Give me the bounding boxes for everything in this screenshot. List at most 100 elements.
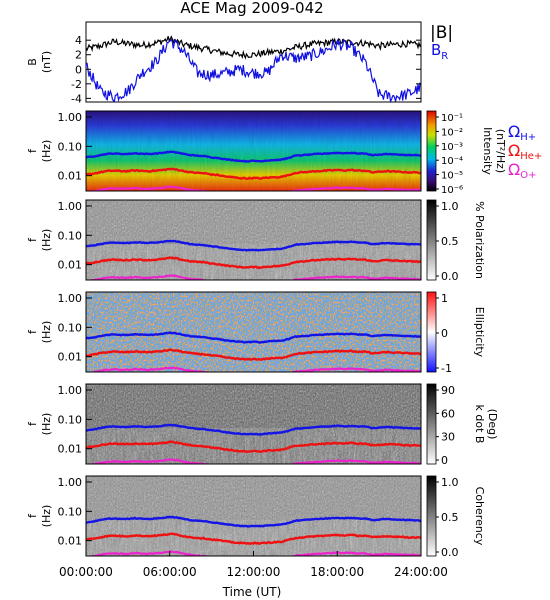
f-tick-label: 1.00 — [58, 200, 83, 213]
f-tick-label: 0.01 — [58, 351, 83, 364]
x-axis: 00:00:00 06:00:00 12:00:00 18:00:00 24:00:00 — [59, 551, 448, 579]
panel-ellipticity-image — [86, 292, 421, 372]
figure-title: ACE Mag 2009-042 — [180, 0, 323, 17]
f-yunit: (Hz) — [40, 229, 53, 252]
panel-ellipticity: 1.00 0.10 0.01 f (Hz) 1 0 -1 Ellipticity — [26, 291, 486, 375]
colorbar-tick-label: 90 — [441, 384, 455, 397]
legend-omega-he-sym: Ω — [508, 141, 520, 160]
legend-omega-h-sub: H+ — [520, 132, 536, 143]
f-yunit: (Hz) — [40, 140, 53, 163]
curve-omega-he — [86, 440, 421, 454]
colorbar-tick-label: 10⁻⁶ — [441, 185, 463, 196]
curve-omega-o — [86, 274, 421, 280]
b-ylabel: B — [26, 58, 39, 66]
curve-omega-h — [86, 423, 421, 436]
colorbar — [426, 110, 437, 192]
colorbar-tick-label: -1 — [441, 362, 452, 375]
f-yunit: (Hz) — [40, 505, 53, 528]
b-y-tick-label: 4 — [75, 34, 82, 47]
panel-frame — [85, 199, 422, 281]
panel-polarization-image — [86, 200, 421, 280]
colorbar-title: Ellipticity — [473, 307, 486, 358]
panel-k_dot_B-image — [86, 384, 421, 464]
colorbar-tick-label: 10⁻¹ — [441, 113, 463, 124]
colorbar-tick-label: 10⁻⁴ — [441, 156, 463, 167]
f-tick-label: 0.01 — [58, 443, 83, 456]
colorbar-tick-label: 1.0 — [441, 200, 459, 213]
series-b-magnitude-line — [85, 35, 422, 60]
b-y-tick-label: 0 — [75, 63, 82, 76]
colorbar-tick-label: 0.5 — [441, 511, 459, 524]
legend-b-radial-main: B — [431, 41, 441, 59]
colorbar-tick-label: 0.5 — [441, 235, 459, 248]
legend-omega-h-sym: Ω — [508, 122, 520, 141]
panel-polarization: 1.00 0.10 0.01 f (Hz) 1.0 0.5 0.0 % Polarization — [26, 199, 486, 283]
legend-omega-o-sub: O+ — [520, 170, 536, 181]
f-tick-label: 1.00 — [58, 292, 83, 305]
b-y-ticks: 4 20 -2-4 — [71, 34, 421, 105]
x-tick-label: 12:00:00 — [227, 565, 281, 579]
colorbar-tick-label: 0.0 — [441, 546, 459, 559]
f-tick-label: 1.00 — [58, 111, 83, 124]
curve-omega-h — [86, 239, 421, 252]
b-y-tick-label: 2 — [75, 49, 82, 62]
panel-b-field: 420-2-4 B (nT) |B| BR — [26, 21, 453, 105]
curve-omega-o — [86, 185, 421, 191]
legend-omega-o-sym: Ω — [508, 160, 520, 179]
series-b-radial-line — [85, 38, 422, 104]
curve-omega-h — [86, 150, 421, 163]
legend-omega-h: ΩH+ — [508, 122, 536, 143]
colorbar-unit: (nT²/Hz) — [494, 129, 507, 173]
gyrofrequency-legend: ΩH+ ΩHe+ ΩO+ — [508, 122, 542, 181]
curve-omega-o — [86, 366, 421, 372]
colorbar-tick-label: 0.0 — [441, 270, 459, 283]
legend-b-magnitude: |B| — [430, 23, 453, 43]
f-tick-label: 0.10 — [58, 229, 83, 242]
panel-spectrum: 1.00 0.10 0.01 f (Hz) 10⁻¹ 10⁻² 10⁻³ 10⁻⁴ 10⁻⁵ 10⁻… — [26, 110, 507, 196]
curve-omega-o — [88, 458, 421, 464]
f-tick-label: 0.10 — [58, 321, 83, 334]
colorbar-tick-label: 60 — [441, 407, 455, 420]
panel-frame — [85, 383, 422, 465]
colorbar — [426, 199, 437, 281]
colorbar — [426, 383, 437, 465]
curve-omega-he — [86, 348, 421, 361]
spectrogram-panels: 1.000.100.01f (Hz)10⁻¹10⁻²10⁻³10⁻⁴10⁻⁵10⁻… — [26, 110, 507, 559]
f-yunit: (Hz) — [40, 413, 53, 436]
f-ylabel: f — [26, 237, 39, 242]
curve-omega-he — [86, 256, 421, 270]
panel-coherency-image — [86, 476, 421, 556]
f-tick-label: 1.00 — [58, 384, 83, 397]
legend-omega-o: ΩO+ — [508, 160, 536, 181]
b-yunit: (nT) — [40, 51, 53, 73]
f-tick-label: 1.00 — [58, 476, 83, 489]
panel-spectrum-image — [86, 111, 421, 191]
colorbar-tick-label: 1.0 — [441, 476, 459, 489]
colorbar-title: k dot B — [473, 405, 486, 444]
x-tick-label: 18:00:00 — [310, 565, 364, 579]
f-ylabel: f — [26, 148, 39, 153]
colorbar-unit: (Deg) — [486, 409, 499, 440]
colorbar-tick-label: 10⁻³ — [441, 142, 463, 153]
colorbar-tick-label: 0 — [441, 454, 448, 467]
f-yunit: (Hz) — [40, 321, 53, 344]
f-tick-label: 0.10 — [58, 413, 83, 426]
f-tick-label: 0.10 — [58, 505, 83, 518]
x-tick-label: 06:00:00 — [143, 565, 197, 579]
colorbar-tick-label: 10⁻² — [441, 127, 463, 138]
curve-omega-h — [86, 331, 421, 344]
f-ylabel: f — [26, 421, 39, 426]
x-tick-label: 00:00:00 — [59, 565, 113, 579]
legend-b-radial: BR — [431, 41, 448, 62]
colorbar — [426, 291, 437, 373]
colorbar-title: Coherency — [473, 487, 486, 546]
legend-omega-he-sub: He+ — [520, 151, 542, 162]
curve-omega-he — [86, 532, 421, 546]
panel-b-frame — [85, 21, 422, 103]
colorbar-title: Intensity — [481, 127, 494, 175]
legend-b-radial-sub: R — [441, 51, 448, 62]
b-y-tick-label: -2 — [71, 78, 82, 91]
colorbar-tick-label: 30 — [441, 431, 455, 444]
panel-frame — [85, 291, 422, 373]
